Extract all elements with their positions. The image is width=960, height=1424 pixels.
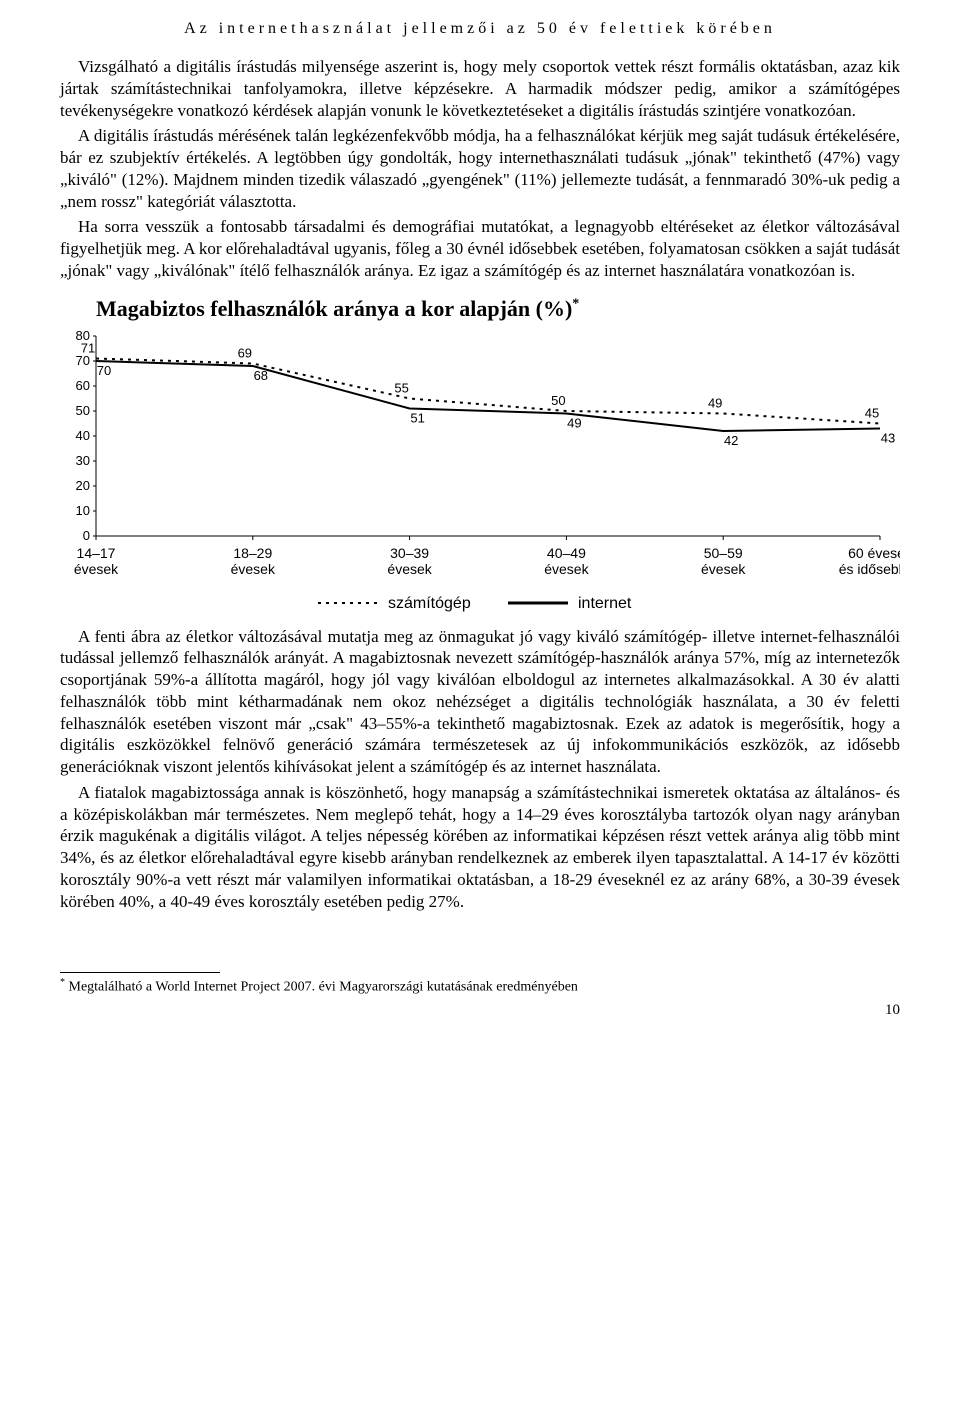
series-line-számítógép — [96, 358, 880, 423]
y-tick-label: 30 — [76, 453, 90, 468]
x-category-label: évesek — [387, 561, 432, 577]
y-tick-label: 40 — [76, 428, 90, 443]
x-category-label: évesek — [74, 561, 119, 577]
footnote-rule — [60, 972, 220, 973]
series-line-internet — [96, 361, 880, 431]
chart-title-text: Magabiztos felhasználók aránya a kor ala… — [96, 296, 572, 321]
paragraph-5: A fiatalok magabiztossága annak is köszö… — [60, 782, 900, 913]
y-tick-label: 20 — [76, 478, 90, 493]
paragraph-2: A digitális írástudás mérésének talán le… — [60, 125, 900, 212]
paragraph-4: A fenti ábra az életkor változásával mut… — [60, 626, 900, 778]
data-label: 50 — [551, 393, 565, 408]
y-tick-label: 50 — [76, 403, 90, 418]
x-category-label: 30–39 — [390, 545, 429, 561]
x-category-label: 50–59 — [704, 545, 743, 561]
chart-title: Magabiztos felhasználók aránya a kor ala… — [96, 296, 900, 322]
page-number: 10 — [60, 1002, 900, 1019]
data-label: 70 — [97, 363, 111, 378]
x-category-label: 60 évesek — [848, 545, 900, 561]
x-category-label: évesek — [544, 561, 589, 577]
data-label: 69 — [238, 345, 252, 360]
chart-svg: 0102030405060708014–17évesek18–29évesek3… — [60, 326, 900, 626]
x-category-label: 40–49 — [547, 545, 586, 561]
running-header: Az internethasználat jellemzői az 50 év … — [60, 20, 900, 38]
data-label: 55 — [394, 380, 408, 395]
footnote-text: Megtalálható a World Internet Project 20… — [69, 980, 578, 995]
data-label: 68 — [254, 368, 268, 383]
data-label: 51 — [410, 410, 424, 425]
data-label: 71 — [81, 340, 95, 355]
page-container: Az internethasználat jellemzői az 50 év … — [0, 0, 960, 1049]
x-category-label: 18–29 — [233, 545, 272, 561]
data-label: 42 — [724, 433, 738, 448]
legend-label-1: számítógép — [388, 595, 471, 612]
footnote: * Megtalálható a World Internet Project … — [60, 977, 900, 996]
data-label: 43 — [881, 430, 895, 445]
y-tick-label: 0 — [83, 528, 90, 543]
chart-container: 0102030405060708014–17évesek18–29évesek3… — [60, 326, 900, 626]
chart-title-footnote-marker: * — [572, 296, 579, 311]
y-tick-label: 60 — [76, 378, 90, 393]
data-label: 49 — [708, 395, 722, 410]
paragraph-1: Vizsgálható a digitális írástudás milyen… — [60, 56, 900, 121]
data-label: 49 — [567, 415, 581, 430]
legend-label-2: internet — [578, 595, 632, 612]
x-category-label: évesek — [231, 561, 276, 577]
x-category-label: 14–17 — [77, 545, 116, 561]
x-category-label: és idősebbek — [839, 561, 900, 577]
y-tick-label: 10 — [76, 503, 90, 518]
x-category-label: évesek — [701, 561, 746, 577]
paragraph-3: Ha sorra vesszük a fontosabb társadalmi … — [60, 216, 900, 281]
footnote-marker: * — [60, 977, 65, 988]
data-label: 45 — [865, 405, 879, 420]
